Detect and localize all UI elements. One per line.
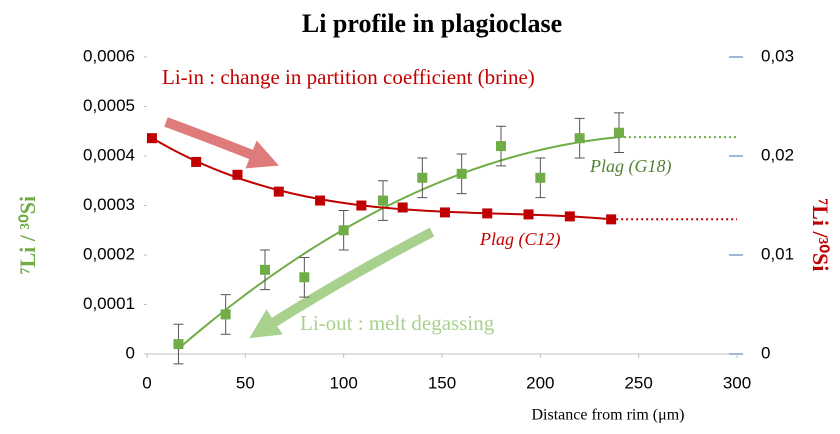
y2-tick-label: 0 [761, 343, 770, 362]
point [496, 141, 506, 152]
y-tick-label: 0,0003 [83, 195, 135, 214]
point [439, 207, 450, 218]
y2-tick-label: 0,03 [761, 46, 794, 65]
point [220, 309, 231, 320]
y-axis-label: ⁷Li / ³⁰Si [15, 196, 40, 274]
series-label: Plag (G18) [589, 156, 671, 177]
point [456, 168, 467, 179]
y2-tick-label: 0,01 [761, 244, 794, 263]
y-tick-label: 0,0001 [83, 294, 135, 313]
point [299, 272, 310, 283]
series-label: Plag (C12) [479, 229, 561, 250]
point [378, 195, 388, 206]
point [606, 214, 617, 225]
annotation: Li-out : melt degassing [300, 311, 495, 335]
y-tick-label: 0,0002 [83, 244, 135, 263]
point [338, 225, 349, 236]
point [146, 133, 157, 144]
y-tick-label: 0,0006 [83, 46, 135, 65]
point [614, 127, 624, 138]
point [315, 195, 326, 206]
point [417, 172, 428, 183]
annotation: Li-in : change in partition coefficient … [162, 65, 535, 89]
x-tick-label: 0 [142, 373, 151, 392]
point [564, 211, 575, 222]
point [273, 186, 284, 197]
point [535, 172, 546, 183]
point [523, 209, 534, 220]
trend-line [177, 136, 620, 350]
point [232, 169, 243, 180]
point [356, 200, 367, 211]
x-tick-label: 200 [526, 373, 554, 392]
y2-axis-label: ⁷Li /³⁰Si [808, 199, 833, 272]
point [397, 202, 408, 213]
x-tick-label: 100 [329, 373, 357, 392]
point [260, 264, 270, 275]
y-tick-label: 0,0004 [83, 145, 135, 164]
point [191, 156, 202, 167]
x-tick-label: 250 [624, 373, 652, 392]
y2-tick-label: 0,02 [761, 145, 794, 164]
x-axis-label: Distance from rim (μm) [532, 407, 685, 424]
li-in-arrow [164, 117, 279, 169]
point [173, 339, 184, 350]
trend-line [151, 137, 612, 221]
point [574, 133, 585, 144]
chart-title: Li profile in plagioclase [302, 9, 562, 38]
x-tick-label: 300 [723, 373, 751, 392]
li-out-arrow [249, 227, 435, 339]
point [482, 208, 493, 219]
x-tick-label: 150 [428, 373, 456, 392]
y-tick-label: 0 [126, 343, 135, 362]
y-tick-label: 0,0005 [83, 96, 135, 115]
x-tick-label: 50 [236, 373, 255, 392]
